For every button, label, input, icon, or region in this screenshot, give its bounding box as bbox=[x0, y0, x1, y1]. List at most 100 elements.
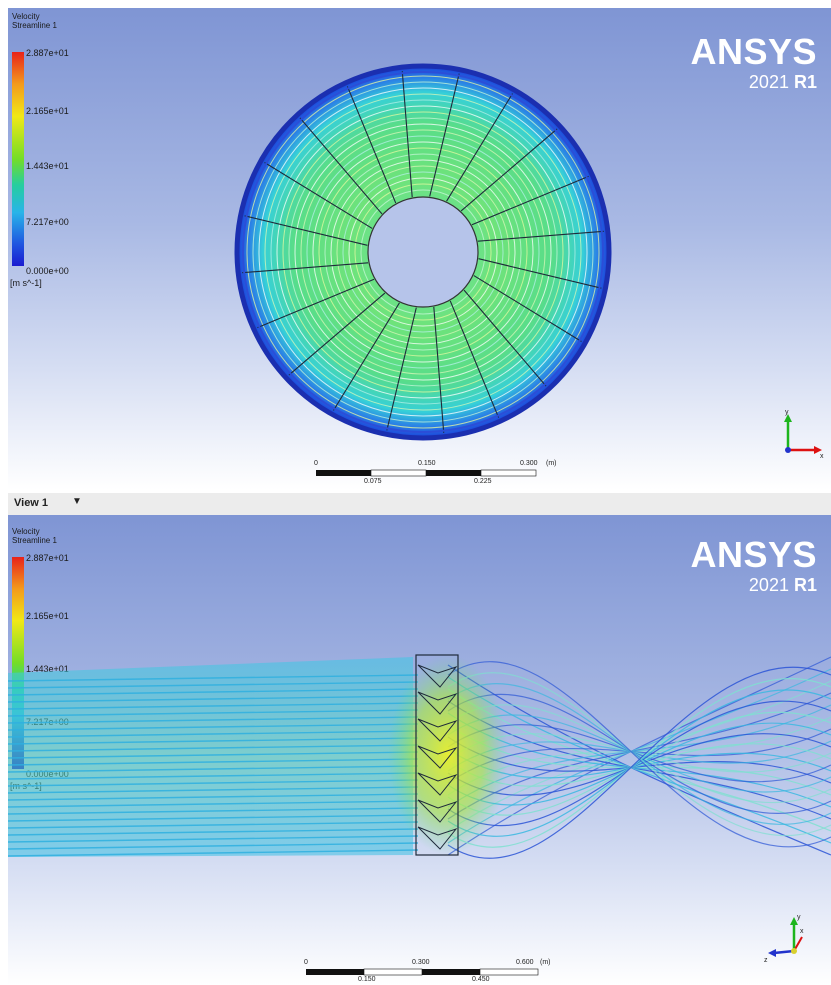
streamline-ring bbox=[264, 93, 582, 411]
scale-ruler bbox=[306, 968, 539, 976]
upstream-streamline bbox=[8, 821, 419, 829]
blade-line bbox=[257, 278, 375, 329]
scale-label-max: 0.300 bbox=[520, 460, 538, 467]
upstream-streamline bbox=[8, 800, 419, 808]
legend-unit: [m s^-1] bbox=[10, 278, 42, 288]
legend-tick-min: 0.000e+00 bbox=[26, 266, 69, 276]
viewport-side[interactable]: Velocity Streamline 1 2.887e+01 2.165e+0… bbox=[8, 515, 831, 985]
streamline-ring bbox=[324, 153, 522, 351]
streamline-ring bbox=[252, 81, 594, 423]
streamline-ring bbox=[342, 171, 504, 333]
streamline-ring bbox=[246, 75, 600, 429]
upstream-streamline bbox=[8, 695, 419, 703]
legend-tick-2: 2.165e+01 bbox=[26, 106, 69, 116]
upstream-streamline bbox=[8, 709, 419, 717]
axis-x-label: x bbox=[800, 928, 804, 935]
upstream-streamline bbox=[8, 849, 419, 857]
view-dropdown-icon[interactable]: ▼ bbox=[72, 496, 82, 507]
upstream-streamline bbox=[8, 716, 419, 724]
upstream-streamlines bbox=[8, 674, 419, 857]
scale-unit: (m) bbox=[546, 460, 557, 467]
view-selector-bar: View 1 ▼ bbox=[8, 493, 831, 516]
rotor-blade bbox=[417, 772, 458, 796]
upstream-streamline bbox=[8, 842, 419, 850]
legend-object: Streamline 1 bbox=[12, 21, 57, 30]
streamline-ring bbox=[276, 105, 570, 399]
streamline-ring bbox=[318, 147, 528, 357]
rotor-blade bbox=[417, 664, 458, 688]
blade-line bbox=[429, 73, 460, 197]
streamline-ring bbox=[306, 135, 540, 369]
rotor-side-view bbox=[8, 654, 831, 859]
upstream-streamline bbox=[8, 702, 419, 710]
legend-tick-max: 2.887e+01 bbox=[26, 553, 69, 563]
brand-release: R1 bbox=[793, 575, 817, 595]
streamline-ring bbox=[360, 189, 486, 315]
upstream-streamline bbox=[8, 681, 419, 689]
blade-line bbox=[288, 292, 386, 376]
brand-version: 2021 R1 bbox=[690, 575, 817, 595]
scale-label-0: 0 bbox=[304, 959, 308, 966]
legend-tick-max: 2.887e+01 bbox=[26, 48, 69, 58]
blade-lines bbox=[242, 71, 604, 433]
streamline-ring bbox=[312, 141, 534, 363]
rotor-front-view bbox=[234, 63, 612, 441]
outer-casing-inner bbox=[242, 71, 604, 433]
streamline-ring bbox=[258, 87, 588, 417]
axis-y-label: y bbox=[785, 409, 789, 416]
axis-triad-side: y x z bbox=[764, 907, 824, 967]
brand-release: R1 bbox=[793, 72, 817, 92]
legend-tick-2: 2.165e+01 bbox=[26, 611, 69, 621]
upstream-streamline bbox=[8, 828, 419, 836]
upstream-streamline bbox=[8, 674, 419, 682]
blade-line bbox=[244, 215, 368, 246]
scale-sub-label-2: 0.450 bbox=[472, 976, 490, 983]
scale-unit: (m) bbox=[540, 959, 551, 966]
legend-object: Streamline 1 bbox=[12, 536, 57, 545]
upstream-streamline bbox=[8, 814, 419, 822]
upstream-streamline bbox=[8, 737, 419, 745]
scale-bar: 0 0.150 0.300 (m) 0.075 0.225 bbox=[314, 460, 557, 488]
upstream-streamline bbox=[8, 765, 419, 773]
outer-casing bbox=[234, 63, 612, 441]
axis-x-label: x bbox=[820, 453, 824, 460]
brand-name: ANSYS bbox=[690, 534, 817, 575]
legend-variable: Velocity bbox=[12, 12, 40, 21]
scale-sub-label-1: 0.075 bbox=[364, 478, 382, 485]
scale-label-mid: 0.300 bbox=[412, 959, 430, 966]
blade-line bbox=[478, 258, 602, 289]
color-bar bbox=[12, 52, 24, 266]
downstream-streamline bbox=[447, 661, 831, 848]
upstream-streamline bbox=[8, 793, 419, 801]
rotor-blade bbox=[417, 745, 458, 769]
streamline-ring bbox=[348, 177, 498, 327]
viewport-front[interactable]: Velocity Streamline 1 2.887e+01 2.165e+0… bbox=[8, 8, 831, 490]
view-label: View 1 bbox=[14, 497, 49, 509]
axis-z-label: z bbox=[764, 957, 768, 964]
blade-line bbox=[463, 289, 547, 387]
blade-line bbox=[446, 93, 513, 202]
upstream-streamline bbox=[8, 688, 419, 696]
blade-line bbox=[346, 86, 397, 204]
scale-bar-2: 0 0.300 0.600 (m) 0.150 0.450 bbox=[304, 959, 554, 985]
upstream-streamline bbox=[8, 744, 419, 752]
rotor-blade bbox=[417, 718, 458, 742]
blade-line bbox=[386, 307, 417, 431]
ansys-logo: ANSYS 2021 R1 bbox=[690, 34, 817, 93]
streamline-ring bbox=[330, 159, 516, 345]
upstream-streamline bbox=[8, 786, 419, 794]
blade-line bbox=[449, 300, 500, 418]
rotor-blades bbox=[415, 654, 459, 856]
streamline-ring bbox=[336, 165, 510, 339]
blade-line bbox=[471, 175, 589, 226]
blade-line bbox=[401, 71, 413, 198]
upstream-streamline bbox=[8, 779, 419, 787]
upstream-streamline bbox=[8, 751, 419, 759]
blade-line bbox=[460, 128, 558, 212]
streamline-ring bbox=[288, 117, 558, 387]
blade-line bbox=[477, 230, 604, 242]
blade-line bbox=[299, 117, 383, 215]
upstream-streamline bbox=[8, 758, 419, 766]
blade-line bbox=[264, 162, 373, 229]
blade-line bbox=[242, 262, 369, 274]
